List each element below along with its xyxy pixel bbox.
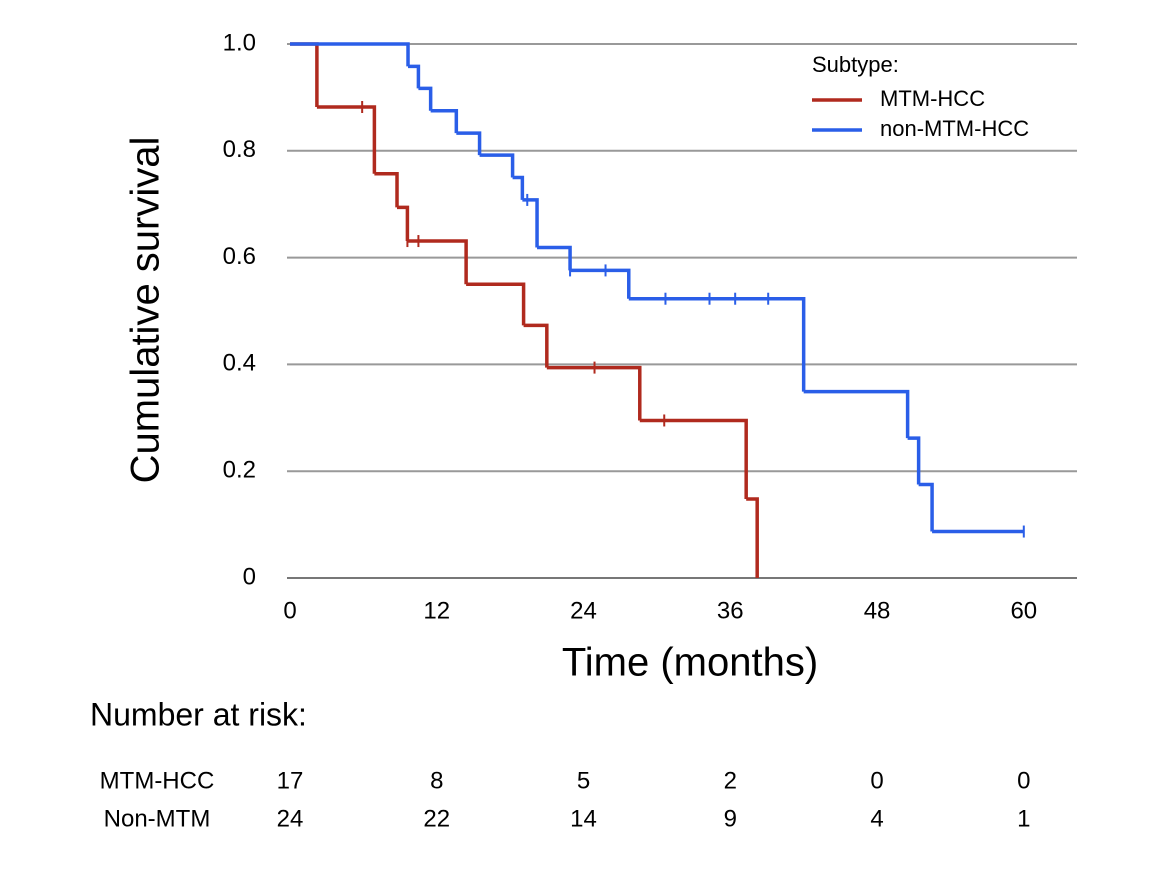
survival-step bbox=[374, 172, 399, 208]
survival-step bbox=[628, 296, 806, 392]
x-tick-label: 48 bbox=[864, 597, 891, 624]
survival-step bbox=[430, 109, 459, 134]
risk-count: 17 bbox=[277, 767, 304, 794]
y-tick-label: 0.8 bbox=[223, 136, 256, 163]
risk-table-title: Number at risk: bbox=[90, 696, 307, 732]
risk-count: 14 bbox=[570, 805, 597, 832]
risk-count: 5 bbox=[577, 767, 590, 794]
risk-count: 24 bbox=[277, 805, 304, 832]
survival-step bbox=[408, 64, 421, 89]
survival-step bbox=[746, 497, 759, 578]
x-tick-label: 12 bbox=[423, 597, 450, 624]
survival-step bbox=[418, 86, 433, 111]
survival-step bbox=[397, 205, 410, 242]
survival-step bbox=[290, 42, 410, 67]
risk-count: 8 bbox=[430, 767, 443, 794]
y-tick-label: 0.6 bbox=[223, 243, 256, 270]
survival-step bbox=[290, 42, 319, 108]
risk-count: 2 bbox=[724, 767, 737, 794]
x-tick-label: 0 bbox=[283, 597, 296, 624]
survival-step bbox=[570, 268, 631, 299]
legend-label: MTM-HCC bbox=[880, 86, 985, 111]
x-tick-label: 60 bbox=[1010, 597, 1037, 624]
survival-step bbox=[918, 482, 934, 532]
survival-step bbox=[456, 131, 482, 156]
risk-count: 0 bbox=[870, 767, 883, 794]
survival-step bbox=[479, 153, 515, 178]
survival-step bbox=[639, 418, 748, 499]
risk-count: 1 bbox=[1017, 805, 1030, 832]
survival-step bbox=[316, 105, 377, 174]
legend-title: Subtype: bbox=[812, 52, 899, 77]
survival-step bbox=[512, 175, 525, 200]
risk-count: 4 bbox=[870, 805, 883, 832]
survival-step bbox=[523, 323, 549, 368]
y-tick-label: 1.0 bbox=[223, 29, 256, 56]
y-tick-label: 0.2 bbox=[223, 457, 256, 484]
risk-row-label: MTM-HCC bbox=[100, 767, 215, 794]
survival-step bbox=[803, 389, 910, 439]
y-tick-label: 0.4 bbox=[223, 350, 256, 377]
risk-count: 9 bbox=[724, 805, 737, 832]
risk-count: 0 bbox=[1017, 767, 1030, 794]
y-tick-label: 0 bbox=[243, 563, 256, 590]
legend-label: non-MTM-HCC bbox=[880, 116, 1029, 141]
survival-step bbox=[546, 365, 642, 421]
risk-row-label: Non-MTM bbox=[104, 805, 211, 832]
risk-count: 22 bbox=[423, 805, 450, 832]
x-axis-title: Time (months) bbox=[562, 641, 818, 685]
survival-step bbox=[907, 436, 921, 485]
x-tick-label: 36 bbox=[717, 597, 744, 624]
y-axis-title: Cumulative survival bbox=[124, 137, 168, 484]
survival-step bbox=[537, 245, 572, 271]
survival-step bbox=[407, 239, 468, 285]
survival-step bbox=[522, 198, 539, 248]
x-tick-label: 24 bbox=[570, 597, 597, 624]
survival-step bbox=[466, 282, 526, 326]
